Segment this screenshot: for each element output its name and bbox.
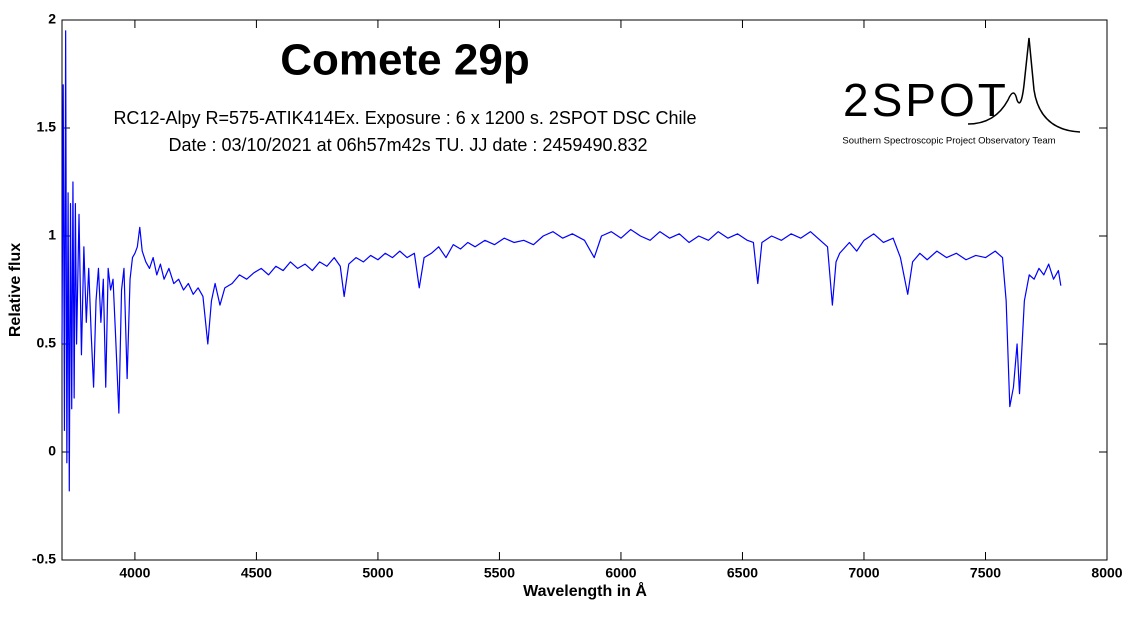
x-tick-label: 7500: [970, 565, 1001, 581]
spectrum-line: [61, 30, 1062, 492]
x-tick-label: 5000: [362, 565, 393, 581]
x-tick-label: 5500: [484, 565, 515, 581]
y-axis-label: Relative flux: [7, 243, 24, 337]
y-tick-label: 0.5: [37, 335, 57, 351]
y-tick-label: 1.5: [37, 119, 57, 135]
x-tick-label: 6000: [605, 565, 636, 581]
x-tick-label: 4500: [241, 565, 272, 581]
x-tick-label: 6500: [727, 565, 758, 581]
y-tick-label: 0: [48, 443, 56, 459]
x-axis-label: Wavelength in Å: [523, 581, 647, 600]
x-tick-label: 4000: [119, 565, 150, 581]
subtitle: Date : 03/10/2021 at 06h57m42s TU. JJ da…: [168, 135, 647, 155]
y-tick-label: -0.5: [32, 551, 56, 567]
subtitle: RC12-Alpy R=575-ATIK414Ex. Exposure : 6 …: [113, 108, 696, 128]
y-tick-label: 1: [48, 227, 56, 243]
x-tick-label: 7000: [848, 565, 879, 581]
logo-curve: [967, 37, 1081, 133]
y-tick-label: 2: [48, 11, 56, 27]
chart-title: Comete 29p: [280, 36, 529, 85]
x-tick-label: 8000: [1091, 565, 1122, 581]
logo-title: 2SPOT: [843, 74, 1009, 126]
logo-caption: Southern Spectroscopic Project Observato…: [842, 136, 1055, 147]
logo: 2SPOT Southern Spectroscopic Project Obs…: [842, 37, 1081, 147]
